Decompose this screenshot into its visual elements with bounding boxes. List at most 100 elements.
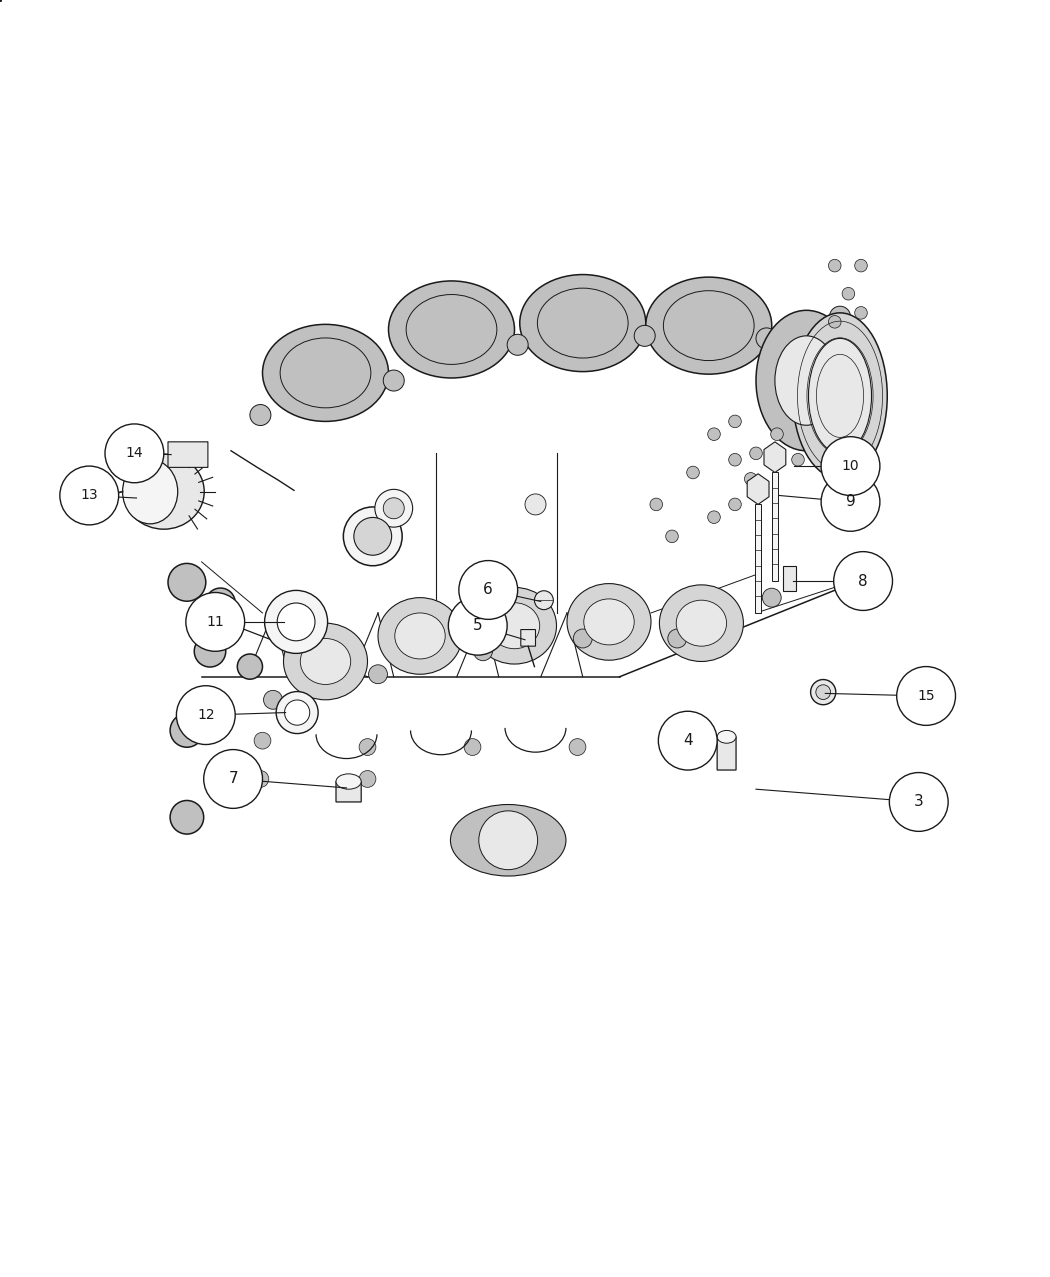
- Circle shape: [459, 561, 518, 619]
- Ellipse shape: [676, 600, 727, 646]
- Circle shape: [729, 453, 741, 466]
- Circle shape: [237, 654, 262, 679]
- Circle shape: [479, 811, 538, 870]
- Circle shape: [573, 630, 592, 647]
- Circle shape: [250, 405, 271, 425]
- Circle shape: [170, 801, 204, 834]
- Circle shape: [658, 711, 717, 770]
- Circle shape: [834, 552, 892, 610]
- FancyBboxPatch shape: [755, 504, 761, 613]
- Ellipse shape: [284, 623, 367, 700]
- Text: 10: 10: [842, 460, 859, 472]
- Circle shape: [277, 603, 315, 641]
- FancyBboxPatch shape: [336, 782, 361, 802]
- Ellipse shape: [395, 613, 445, 659]
- Circle shape: [343, 507, 402, 566]
- Circle shape: [792, 453, 804, 466]
- FancyBboxPatch shape: [772, 472, 778, 581]
- Ellipse shape: [520, 275, 646, 372]
- Circle shape: [60, 466, 119, 525]
- Text: 11: 11: [207, 616, 224, 628]
- Circle shape: [375, 489, 413, 527]
- Text: 7: 7: [228, 771, 238, 787]
- Circle shape: [206, 587, 235, 618]
- Circle shape: [830, 306, 850, 327]
- Text: 6: 6: [483, 582, 493, 598]
- Ellipse shape: [388, 281, 514, 378]
- Ellipse shape: [808, 338, 871, 453]
- Circle shape: [842, 287, 855, 300]
- Circle shape: [708, 428, 720, 441]
- Circle shape: [383, 498, 404, 518]
- Ellipse shape: [793, 313, 887, 479]
- Circle shape: [265, 590, 328, 654]
- Circle shape: [828, 259, 841, 272]
- Circle shape: [354, 517, 392, 555]
- Circle shape: [821, 472, 880, 531]
- Circle shape: [186, 593, 245, 651]
- Circle shape: [771, 428, 783, 441]
- Ellipse shape: [300, 638, 351, 684]
- Circle shape: [369, 665, 387, 683]
- Circle shape: [276, 692, 318, 733]
- Ellipse shape: [584, 599, 634, 645]
- Circle shape: [359, 738, 376, 756]
- Polygon shape: [764, 442, 785, 472]
- Circle shape: [687, 466, 699, 479]
- Ellipse shape: [646, 277, 772, 374]
- Circle shape: [383, 370, 404, 391]
- Ellipse shape: [262, 324, 388, 421]
- FancyBboxPatch shape: [168, 442, 208, 467]
- Circle shape: [666, 530, 678, 543]
- Circle shape: [855, 259, 867, 272]
- FancyBboxPatch shape: [783, 566, 796, 591]
- Ellipse shape: [489, 603, 540, 649]
- Text: 9: 9: [845, 494, 856, 510]
- Ellipse shape: [775, 336, 838, 425]
- Ellipse shape: [472, 587, 556, 664]
- Text: 14: 14: [126, 447, 143, 460]
- Text: 15: 15: [918, 690, 935, 702]
- Circle shape: [708, 511, 720, 524]
- Text: 4: 4: [682, 733, 693, 748]
- Circle shape: [750, 447, 762, 460]
- Circle shape: [650, 498, 663, 511]
- Circle shape: [448, 596, 507, 655]
- Text: 12: 12: [197, 709, 214, 722]
- Ellipse shape: [123, 460, 177, 524]
- Circle shape: [264, 691, 282, 709]
- Circle shape: [729, 498, 741, 511]
- Circle shape: [668, 630, 687, 647]
- Circle shape: [194, 636, 226, 667]
- Text: 13: 13: [81, 489, 98, 502]
- Circle shape: [569, 738, 586, 756]
- Circle shape: [534, 591, 553, 609]
- Ellipse shape: [756, 310, 857, 451]
- Circle shape: [762, 589, 781, 607]
- Circle shape: [821, 437, 880, 495]
- Circle shape: [507, 335, 528, 355]
- Ellipse shape: [717, 730, 736, 743]
- Ellipse shape: [336, 774, 361, 789]
- Ellipse shape: [659, 585, 743, 661]
- Circle shape: [464, 738, 481, 756]
- Circle shape: [359, 770, 376, 788]
- Ellipse shape: [124, 455, 205, 529]
- Circle shape: [897, 667, 956, 725]
- Circle shape: [168, 563, 206, 601]
- Circle shape: [756, 328, 777, 349]
- Circle shape: [889, 773, 948, 831]
- Circle shape: [176, 686, 235, 744]
- Circle shape: [634, 326, 655, 346]
- Circle shape: [474, 642, 492, 660]
- Circle shape: [811, 679, 836, 705]
- Circle shape: [744, 472, 757, 485]
- FancyBboxPatch shape: [717, 737, 736, 770]
- Circle shape: [254, 732, 271, 750]
- Polygon shape: [748, 474, 769, 504]
- Circle shape: [252, 770, 269, 788]
- Circle shape: [285, 700, 310, 725]
- Circle shape: [855, 306, 867, 319]
- FancyBboxPatch shape: [521, 630, 536, 646]
- Text: 8: 8: [858, 573, 868, 589]
